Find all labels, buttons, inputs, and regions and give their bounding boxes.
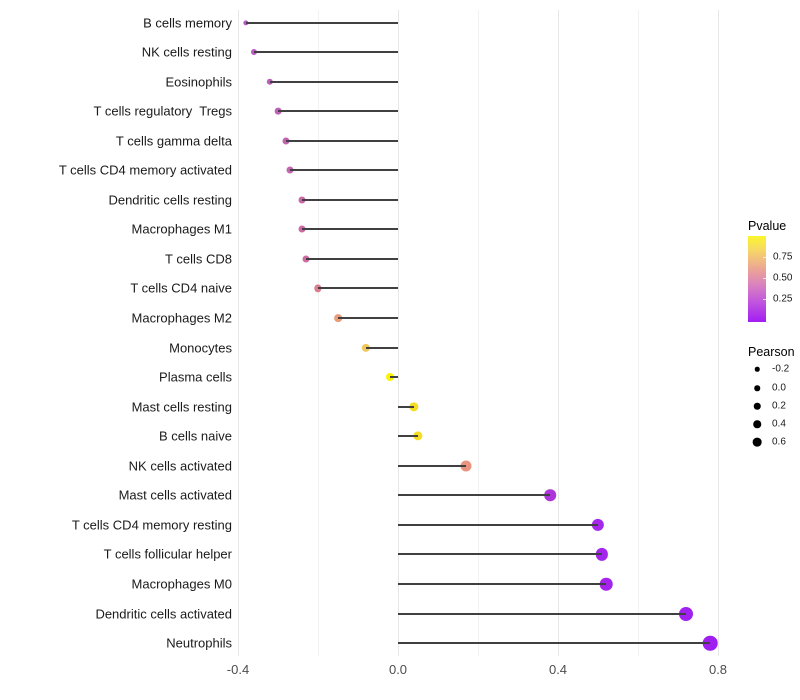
y-axis-label: Macrophages M2 bbox=[131, 310, 232, 326]
y-axis-label: B cells memory bbox=[143, 15, 232, 30]
y-axis-label: Mast cells activated bbox=[118, 487, 232, 503]
segment bbox=[398, 464, 466, 467]
y-axis-label: T cells CD4 naive bbox=[130, 280, 232, 296]
segment bbox=[398, 642, 710, 645]
data-point bbox=[702, 635, 718, 651]
y-axis-label: T cells CD8 bbox=[165, 251, 232, 267]
segment bbox=[398, 582, 606, 585]
y-axis-label: NK cells activated bbox=[128, 458, 232, 474]
gridline-x-0.2 bbox=[477, 10, 479, 656]
y-axis-label: Dendritic cells activated bbox=[95, 606, 232, 621]
data-point bbox=[544, 489, 556, 502]
y-axis-label: T cells regulatory Tregs bbox=[93, 103, 232, 119]
y-axis-label: T cells CD4 memory activated bbox=[58, 162, 232, 178]
x-tick-label: 0.8 bbox=[708, 662, 728, 677]
segment bbox=[302, 198, 398, 201]
data-point bbox=[409, 401, 419, 412]
pvalue-gradient-bar bbox=[748, 236, 766, 322]
segment bbox=[390, 376, 398, 379]
segment bbox=[254, 51, 398, 54]
segment bbox=[286, 139, 398, 142]
segment bbox=[366, 346, 398, 349]
y-axis-label: Neutrophils bbox=[166, 635, 232, 651]
data-point bbox=[679, 606, 693, 621]
pearson-size-key-label: 0.2 bbox=[772, 400, 786, 412]
pvalue-tick-mark bbox=[763, 257, 766, 258]
y-axis-label: B cells naive bbox=[159, 428, 232, 444]
y-axis-label: Macrophages M0 bbox=[131, 576, 232, 592]
gridline-x-0 bbox=[397, 10, 399, 656]
segment bbox=[306, 257, 398, 260]
segment bbox=[318, 287, 398, 290]
pvalue-tick-mark bbox=[763, 299, 766, 300]
y-axis-label: Mast cells resting bbox=[131, 399, 232, 415]
pvalue-tick-label: 0.25 bbox=[773, 293, 793, 305]
segment bbox=[398, 553, 602, 556]
pvalue-tick-label: 0.50 bbox=[773, 272, 793, 284]
pearson-size-key-dot bbox=[754, 366, 760, 372]
data-point bbox=[413, 431, 423, 441]
gridline-x-0.8 bbox=[717, 10, 719, 656]
segment bbox=[270, 80, 398, 83]
pearson-size-key-dot bbox=[752, 437, 762, 447]
segment bbox=[338, 317, 398, 319]
x-tick-label: 0.4 bbox=[548, 662, 568, 677]
pearson-size-key-label: 0.4 bbox=[772, 418, 786, 430]
segment bbox=[398, 494, 550, 497]
data-point bbox=[460, 460, 472, 472]
pearson-size-key-dot bbox=[753, 420, 761, 428]
y-axis-label: Dendritic cells resting bbox=[108, 192, 232, 208]
x-tick-label: -0.4 bbox=[226, 662, 250, 677]
pearson-legend-title: Pearson bbox=[748, 345, 795, 359]
segment bbox=[290, 169, 398, 172]
x-tick-label: 0.0 bbox=[388, 662, 408, 677]
data-point bbox=[595, 548, 609, 561]
y-axis-label: Plasma cells bbox=[159, 369, 232, 385]
segment bbox=[398, 405, 414, 408]
gridline-x--0.4 bbox=[237, 10, 239, 656]
y-axis-label: Macrophages M1 bbox=[131, 221, 232, 237]
y-axis-label: T cells follicular helper bbox=[103, 546, 232, 562]
segment bbox=[398, 612, 686, 615]
y-axis-label: T cells CD4 memory resting bbox=[71, 517, 232, 533]
segment bbox=[246, 21, 398, 24]
pvalue-tick-label: 0.75 bbox=[773, 251, 793, 263]
pvalue-tick-mark bbox=[763, 278, 766, 279]
segment bbox=[302, 228, 398, 231]
pearson-size-key-label: 0.0 bbox=[772, 382, 786, 394]
pearson-size-key-dot bbox=[753, 402, 761, 410]
y-axis-label: T cells gamma delta bbox=[115, 133, 232, 149]
gridline-x--0.2 bbox=[317, 10, 319, 656]
pearson-size-key-dot bbox=[754, 385, 760, 391]
y-axis-label: Monocytes bbox=[169, 340, 232, 356]
y-axis-label: NK cells resting bbox=[141, 44, 232, 60]
segment bbox=[398, 435, 418, 438]
pearson-size-key-label: -0.2 bbox=[772, 363, 790, 375]
data-point bbox=[599, 577, 613, 591]
pearson-size-key-label: 0.6 bbox=[772, 436, 786, 448]
gridline-x-0.4 bbox=[557, 10, 559, 656]
gridline-x-0.6 bbox=[637, 10, 639, 656]
segment bbox=[278, 110, 398, 113]
pvalue-legend-title: Pvalue bbox=[748, 219, 787, 233]
data-point bbox=[591, 518, 605, 531]
y-axis-label: Eosinophils bbox=[165, 74, 233, 90]
segment bbox=[398, 523, 598, 526]
